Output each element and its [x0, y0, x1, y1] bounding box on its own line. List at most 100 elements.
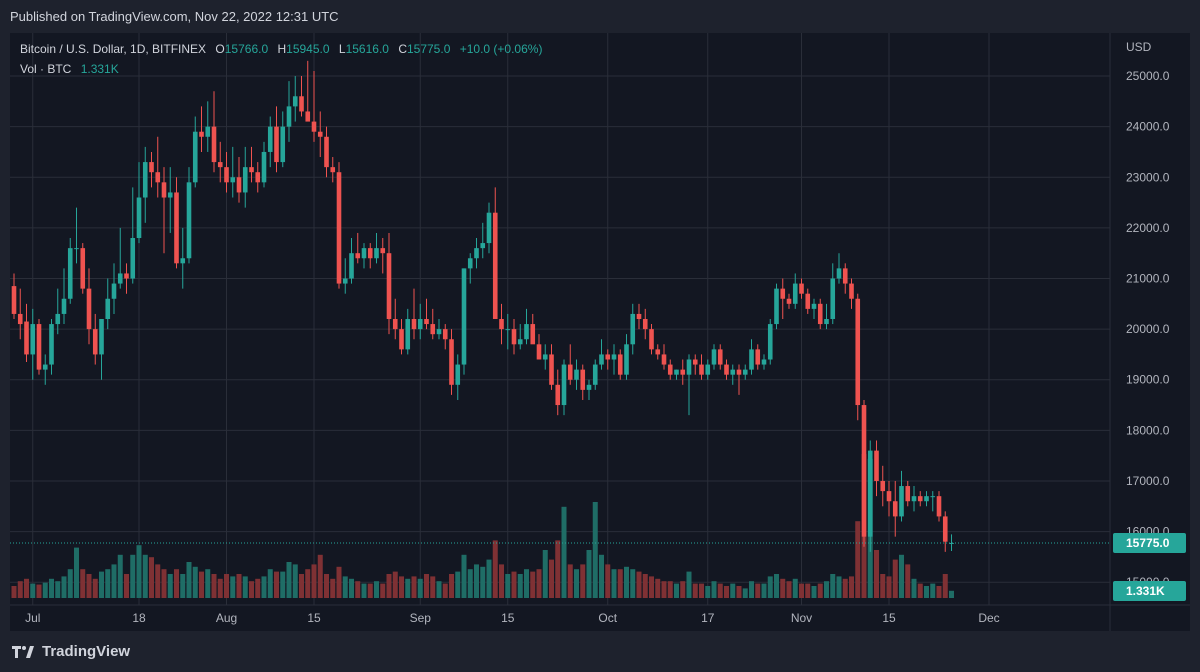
- x-tick-label: Dec: [978, 611, 999, 625]
- volume-bar: [199, 571, 204, 598]
- volume-bar: [280, 571, 286, 598]
- volume-bar: [842, 578, 848, 598]
- candle-body: [824, 319, 829, 325]
- volume-bar: [755, 583, 761, 598]
- chart-frame[interactable]: USD15000.016000.017000.018000.019000.020…: [10, 33, 1190, 631]
- candle-body: [211, 126, 217, 163]
- volume-bar: [667, 581, 673, 598]
- candle-body: [936, 496, 942, 517]
- candle-body: [405, 319, 411, 350]
- y-tick-label: 23000.0: [1126, 170, 1170, 184]
- volume-bar: [517, 574, 523, 598]
- candle-body: [117, 273, 123, 284]
- x-tick-label: 15: [307, 611, 321, 625]
- candle-body: [130, 238, 136, 279]
- volume-bar: [117, 554, 123, 598]
- volume-bar: [142, 554, 148, 598]
- candle-body: [730, 369, 736, 375]
- candle-body: [605, 354, 611, 360]
- volume-bar: [392, 571, 398, 598]
- volume-bar: [686, 571, 692, 598]
- candle-body: [86, 288, 92, 330]
- volume-bar: [217, 578, 223, 598]
- candlestick-chart[interactable]: USD15000.016000.017000.018000.019000.020…: [10, 33, 1190, 631]
- candle-body: [874, 450, 879, 481]
- x-tick-label: 15: [882, 611, 896, 625]
- volume-bar: [799, 583, 804, 598]
- volume-bar: [374, 581, 379, 598]
- volume-bar: [92, 578, 98, 598]
- volume-bar: [411, 576, 417, 598]
- volume-bar: [780, 578, 786, 598]
- volume-bar: [349, 578, 354, 598]
- volume-bar: [505, 574, 511, 598]
- candle-body: [736, 369, 742, 375]
- candle-body: [811, 303, 817, 309]
- candle-body: [149, 162, 154, 173]
- candle-body: [542, 354, 548, 360]
- legend-close-key: C: [398, 42, 407, 56]
- volume-bar: [442, 583, 448, 598]
- footer-brand[interactable]: TradingView: [12, 643, 130, 660]
- candle-body: [799, 283, 804, 294]
- volume-bar: [561, 506, 567, 598]
- volume-bar: [680, 581, 686, 598]
- volume-bar: [742, 588, 748, 598]
- candle-body: [305, 111, 311, 122]
- volume-bar: [299, 574, 304, 598]
- candle-body: [349, 253, 354, 279]
- volume-bar: [42, 582, 48, 598]
- volume-bar: [899, 554, 904, 598]
- volume-bar: [586, 550, 592, 598]
- y-tick-label: 19000.0: [1126, 373, 1170, 387]
- candle-body: [880, 480, 886, 492]
- candle-body: [80, 248, 86, 289]
- volume-bar: [836, 576, 842, 598]
- volume-bar: [180, 574, 186, 598]
- volume-bar: [717, 583, 723, 598]
- volume-bar: [630, 569, 636, 598]
- volume-bar: [605, 564, 611, 598]
- candle-body: [586, 384, 592, 390]
- candle-body: [161, 182, 167, 198]
- candle-body: [474, 248, 479, 259]
- candle-body: [667, 364, 673, 375]
- volume-bar: [449, 574, 454, 598]
- volume-bar: [736, 586, 742, 598]
- legend-low-value: 15616.0: [345, 42, 389, 56]
- candle-body: [924, 496, 929, 502]
- candle-body: [217, 162, 223, 168]
- candle-body: [849, 283, 854, 299]
- candle-body: [167, 192, 173, 198]
- volume-bar: [555, 540, 561, 598]
- volume-bar: [617, 569, 623, 598]
- candle-body: [480, 243, 486, 249]
- volume-bar: [830, 574, 836, 598]
- candle-body: [55, 313, 61, 325]
- volume-bar: [161, 569, 167, 598]
- candle-body: [236, 177, 242, 193]
- candle-body: [855, 298, 861, 406]
- y-tick-label: 22000.0: [1126, 221, 1170, 235]
- volume-bar: [336, 566, 342, 598]
- legend-symbol[interactable]: Bitcoin / U.S. Dollar, 1D, BITFINEX: [20, 42, 207, 56]
- volume-bar: [55, 581, 61, 598]
- volume-bar: [792, 578, 798, 598]
- candle-body: [867, 450, 873, 537]
- candle-body: [592, 364, 598, 385]
- candle-body: [661, 354, 667, 365]
- volume-bar: [105, 569, 111, 598]
- volume-bar: [286, 562, 292, 598]
- volume-bar: [292, 564, 298, 598]
- volume-bar: [805, 583, 811, 598]
- legend-volume-label[interactable]: Vol · BTC: [20, 62, 72, 76]
- candle-body: [711, 349, 717, 365]
- volume-bar: [61, 576, 67, 598]
- candle-body: [261, 151, 267, 183]
- volume-bar: [386, 574, 392, 598]
- volume-bar: [155, 564, 161, 598]
- candle-body: [174, 192, 179, 264]
- y-tick-label: 18000.0: [1126, 423, 1170, 437]
- candle-body: [105, 298, 111, 319]
- y-tick-label: 24000.0: [1126, 120, 1170, 134]
